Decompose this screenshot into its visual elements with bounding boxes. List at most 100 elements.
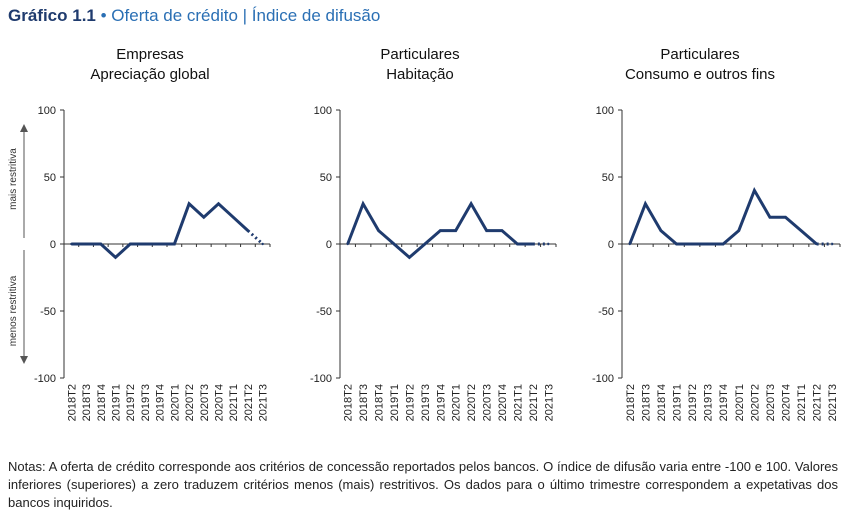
data-point — [217, 202, 220, 205]
x-tick-label: 2021T2 — [528, 384, 540, 421]
x-tick-label: 2021T1 — [512, 384, 524, 421]
data-point — [469, 202, 473, 205]
data-point — [628, 242, 631, 246]
chart-subtitle: Habitação — [386, 66, 454, 83]
title-bullet: • — [100, 6, 107, 25]
data-point — [784, 216, 787, 219]
x-tick-label: 2018T3 — [640, 384, 652, 421]
x-tick-label: 2021T1 — [228, 384, 240, 421]
x-tick-label: 2018T4 — [96, 384, 108, 421]
data-point — [500, 229, 504, 232]
series-line — [628, 186, 818, 246]
y-tick-label: 0 — [50, 239, 56, 251]
y-tick-label: -100 — [34, 373, 56, 385]
x-tick-label: 2019T2 — [404, 384, 416, 421]
data-point — [392, 242, 396, 246]
y-tick-label: 100 — [596, 105, 614, 117]
x-tick-label: 2019T4 — [435, 384, 447, 421]
chart-title: Particulares — [660, 46, 739, 63]
data-point — [439, 229, 442, 232]
data-point — [173, 242, 176, 246]
x-tick-label: 2019T4 — [718, 384, 730, 421]
figure-title: Gráfico 1.1 • Oferta de crédito | Índice… — [8, 6, 380, 26]
data-point — [202, 216, 205, 219]
data-point — [232, 216, 235, 219]
data-point — [261, 242, 264, 246]
x-tick-label: 2021T3 — [258, 384, 270, 421]
x-tick-label: 2021T3 — [543, 384, 555, 421]
chart-subtitle: Consumo e outros fins — [625, 66, 775, 83]
lower-side-label: menos restritiva — [8, 275, 19, 346]
data-point — [129, 242, 132, 246]
x-tick-label: 2019T3 — [420, 384, 432, 421]
x-tick-label: 2018T2 — [343, 384, 355, 421]
x-tick-label: 2018T3 — [81, 384, 93, 421]
data-point — [547, 242, 550, 246]
x-tick-label: 2020T1 — [169, 384, 181, 421]
y-tick-label: 0 — [608, 239, 614, 251]
data-point — [644, 202, 647, 205]
y-tick-label: 100 — [314, 105, 332, 117]
y-tick-label: -100 — [592, 373, 614, 385]
up-arrow-head — [20, 124, 28, 132]
down-arrow-head — [20, 356, 28, 364]
x-tick-label: 2018T4 — [656, 384, 668, 421]
charts-area: Empresas Apreciação global 100 50 0 -50 -100 20… — [8, 46, 841, 421]
data-point — [99, 242, 102, 246]
x-tick-label: 2018T4 — [374, 384, 386, 421]
data-point — [187, 202, 191, 205]
data-point — [70, 242, 73, 246]
x-tick-label: 2018T2 — [66, 384, 78, 421]
x-tick-label: 2020T4 — [497, 384, 509, 421]
data-point — [690, 242, 694, 246]
data-point — [361, 202, 365, 205]
x-tick-label: 2020T4 — [214, 384, 226, 421]
x-tick-label: 2020T3 — [482, 384, 494, 421]
data-point — [706, 242, 709, 246]
y-tick-label: 50 — [602, 172, 614, 184]
data-point — [143, 242, 147, 246]
chart-title: Particulares — [380, 46, 459, 63]
x-tick-label: 2021T2 — [812, 384, 824, 421]
data-point — [114, 256, 117, 259]
x-tick-label: 2021T2 — [243, 384, 255, 421]
data-point — [408, 256, 411, 259]
data-point — [831, 242, 834, 246]
x-tick-label: 2021T3 — [827, 384, 839, 421]
x-tick-label: 2020T1 — [451, 384, 463, 421]
x-tick-label: 2020T2 — [184, 384, 196, 421]
x-tick-label: 2020T1 — [734, 384, 746, 421]
x-tick-label: 2020T3 — [199, 384, 211, 421]
figure-subtitle: Oferta de crédito | Índice de difusão — [111, 6, 381, 25]
y-tick-label: 50 — [44, 172, 56, 184]
x-tick-label: 2021T1 — [796, 384, 808, 421]
chart-subtitle: Apreciação global — [90, 66, 209, 83]
figure-label: Gráfico 1.1 — [8, 6, 96, 25]
x-tick-label: 2018T2 — [625, 384, 637, 421]
data-point — [485, 229, 488, 232]
data-point — [346, 242, 349, 246]
data-point — [815, 242, 818, 246]
series-expectation-segment — [246, 229, 264, 246]
x-tick-label: 2020T2 — [749, 384, 761, 421]
x-tick-label: 2019T2 — [687, 384, 699, 421]
x-tick-label: 2019T1 — [389, 384, 401, 421]
data-point — [423, 242, 427, 246]
upper-side-label: mais restritiva — [8, 148, 19, 210]
x-tick-label: 2019T3 — [140, 384, 152, 421]
y-tick-label: -50 — [598, 306, 614, 318]
data-point — [737, 229, 740, 232]
x-tick-label: 2019T1 — [672, 384, 684, 421]
y-tick-label: -100 — [310, 373, 332, 385]
x-tick-label: 2018T3 — [358, 384, 370, 421]
data-point — [454, 229, 457, 232]
y-tick-label: 100 — [38, 105, 56, 117]
data-point — [246, 229, 250, 232]
data-point — [768, 216, 772, 219]
data-point — [377, 229, 380, 232]
notes-text: Notas: A oferta de crédito corresponde a… — [8, 459, 838, 510]
chart-title: Empresas — [116, 46, 184, 63]
data-point — [84, 242, 88, 246]
data-point — [158, 242, 161, 246]
x-tick-label: 2020T3 — [765, 384, 777, 421]
